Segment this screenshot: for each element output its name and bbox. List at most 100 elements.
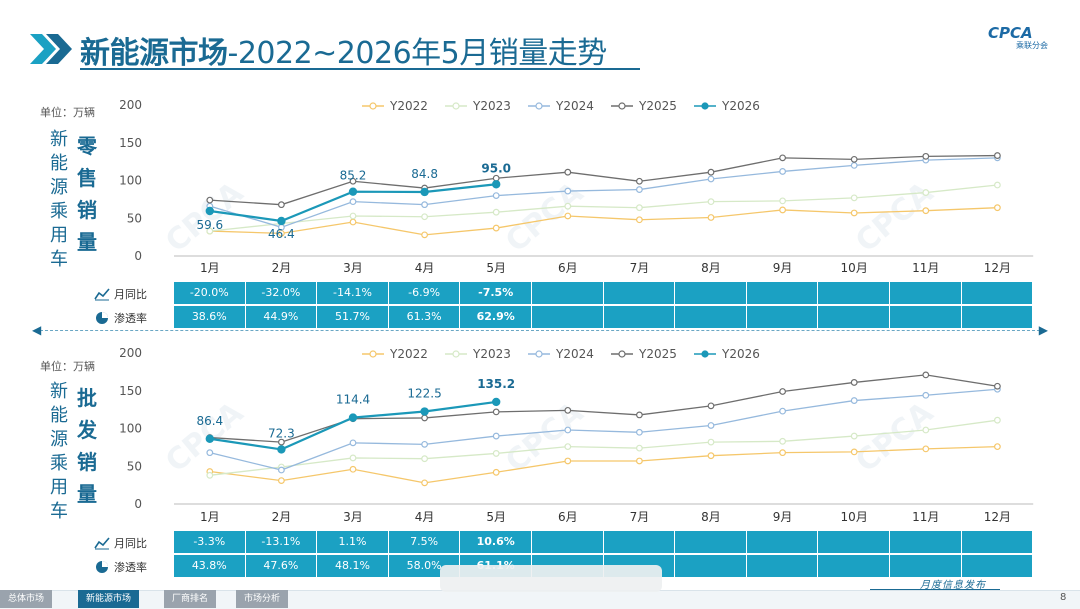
- metric-title-char: 发: [77, 418, 97, 442]
- table-cell: 48.1%: [317, 555, 389, 577]
- data-point-y2025: [922, 371, 930, 379]
- data-point-y2022: [421, 479, 429, 487]
- series-line-y2022: [209, 445, 998, 484]
- data-point-y2024: [492, 192, 500, 200]
- series-line-y2025: [209, 374, 998, 443]
- y-tick-label: 200: [119, 98, 142, 112]
- data-point-y2022: [922, 207, 930, 215]
- data-point-y2023: [994, 416, 1001, 424]
- side-label-char: 乘: [50, 453, 68, 474]
- x-tick-label: 7月: [630, 510, 650, 524]
- table-cell: 44.9%: [245, 306, 318, 328]
- side-label-char: 用: [50, 225, 68, 246]
- data-point-y2026: [277, 216, 286, 226]
- x-tick-label: 8月: [701, 261, 721, 275]
- legend-label: Y2024: [555, 99, 594, 113]
- x-tick-label: 7月: [630, 261, 650, 275]
- footer-tab-analysis[interactable]: 市场分析: [236, 590, 289, 608]
- title-chevron-icon: [30, 34, 72, 64]
- data-point-y2026: [492, 397, 501, 407]
- table-cell: [890, 531, 962, 553]
- metric-title-char: 销: [77, 198, 97, 222]
- x-tick-label: 6月: [558, 261, 578, 275]
- side-label-char: 新: [50, 381, 68, 402]
- side-label-char: 用: [50, 477, 68, 498]
- table-cell: [603, 306, 676, 328]
- table-cell: 62.9%: [460, 306, 532, 328]
- data-point-y2022: [349, 218, 357, 226]
- legend-marker: [535, 102, 543, 110]
- metric-title-char: 售: [77, 166, 97, 190]
- data-point-y2026: [420, 407, 429, 416]
- series-line-y2024: [209, 157, 998, 228]
- arrow-right-icon: ▶: [1038, 323, 1048, 337]
- table-cell: 1.1%: [317, 531, 389, 553]
- x-tick-label: 6月: [558, 510, 578, 524]
- legend-marker: [701, 102, 709, 110]
- y-tick-label: 200: [119, 346, 142, 360]
- data-point-y2024: [278, 466, 285, 474]
- data-point-y2026: [277, 445, 286, 454]
- page-title: 新能源市场-2022~2026年5月销量走势: [80, 28, 607, 72]
- table-cell: [603, 282, 676, 304]
- data-point-y2022: [564, 457, 572, 465]
- table-cell: 43.8%: [174, 555, 246, 577]
- series-line-y2023: [209, 419, 998, 476]
- metric-title-char: 零: [77, 134, 97, 158]
- cpca-logo: CPCA 乘联分会: [988, 24, 1058, 50]
- data-point-y2022: [707, 452, 715, 460]
- legend-label: Y2025: [638, 99, 677, 113]
- row-label: 月同比: [114, 537, 147, 550]
- metric-title-char: 批: [77, 386, 97, 410]
- series-line-y2025: [209, 154, 998, 206]
- y-tick-label: 0: [134, 249, 142, 263]
- data-point-y2024: [564, 426, 572, 434]
- table-cell: 51.7%: [317, 306, 389, 328]
- legend-label: Y2022: [389, 99, 428, 113]
- x-tick-label: 12月: [984, 510, 1011, 524]
- table-cell: [532, 306, 604, 328]
- data-point-y2023: [349, 454, 357, 462]
- side-label-char: 车: [50, 501, 68, 522]
- legend-marker: [369, 102, 377, 110]
- side-label: 新能源乘用车: [48, 380, 70, 524]
- legend-label: Y2025: [638, 347, 677, 361]
- table-cell: [890, 282, 962, 304]
- data-point-y2022: [850, 448, 858, 456]
- data-point-y2023: [492, 208, 500, 216]
- footer-tab-ranking[interactable]: 厂商排名: [164, 590, 217, 608]
- data-point-y2025: [779, 388, 786, 395]
- footer-bar: [0, 590, 1080, 609]
- table-cell: [818, 555, 890, 577]
- data-point-y2025: [707, 402, 715, 410]
- page-number: 8: [1060, 592, 1067, 603]
- x-tick-label: 3月: [343, 510, 363, 524]
- data-point-y2024: [707, 175, 715, 183]
- data-point-y2025: [994, 152, 1001, 159]
- table-cell: [890, 555, 962, 577]
- data-point-y2024: [922, 391, 930, 399]
- data-point-y2022: [994, 204, 1001, 212]
- footer-tab-nev[interactable]: 新能源市场: [78, 590, 140, 608]
- data-point-y2024: [636, 186, 643, 193]
- data-label: 84.8: [411, 167, 438, 181]
- data-point-y2026: [205, 434, 214, 443]
- metric-title: 批发销量: [76, 382, 98, 510]
- data-point-y2024: [349, 439, 357, 447]
- data-point-y2026: [205, 206, 214, 216]
- data-point-y2024: [421, 201, 429, 209]
- data-label: 46.4: [268, 227, 295, 241]
- row-label: 渗透率: [114, 312, 147, 325]
- side-label-char: 乘: [50, 201, 68, 222]
- unit-label: 单位：万辆: [40, 106, 95, 119]
- legend-marker: [452, 350, 460, 358]
- table-cell: [818, 282, 890, 304]
- monthly-underline: [870, 589, 1000, 590]
- legend-label: Y2026: [721, 347, 760, 361]
- data-label: 114.4: [336, 393, 370, 407]
- table-cell: [746, 555, 819, 577]
- footer-tab-overall[interactable]: 总体市场: [0, 590, 53, 608]
- data-point-y2023: [922, 189, 930, 196]
- data-point-y2022: [349, 465, 357, 473]
- legend-marker: [618, 102, 626, 110]
